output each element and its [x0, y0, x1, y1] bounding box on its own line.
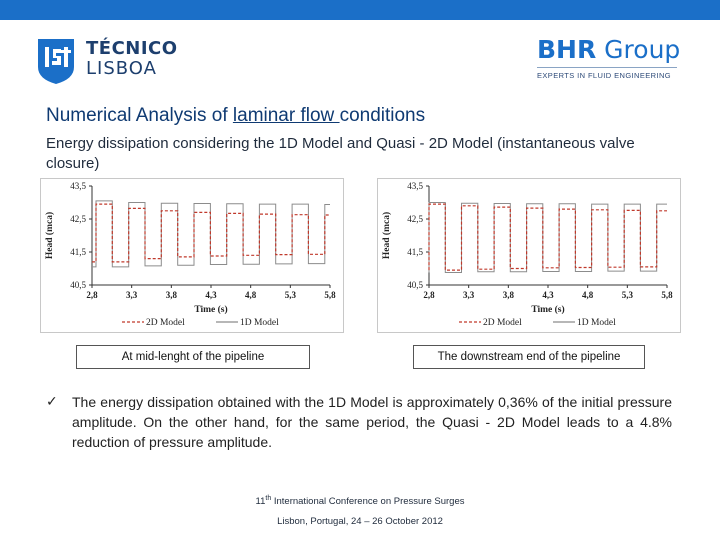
title-prefix: Numerical Analysis of — [46, 105, 233, 126]
logo-line-1: TÉCNICO — [86, 38, 178, 59]
bhr-logo-tagline: EXPERTS IN FLUID ENGINEERING — [537, 71, 672, 80]
checkmark-icon: ✓ — [46, 394, 58, 410]
bhr-group-logo: BHR Group EXPERTS IN FLUID ENGINEERING — [537, 36, 682, 84]
x-tick-label: 4,8 — [582, 290, 594, 300]
slide-title: Numerical Analysis of laminar flow condi… — [46, 105, 425, 127]
tecnico-lisboa-logo: TÉCNICO LISBOA — [36, 37, 178, 87]
y-tick-label: 40,5 — [407, 280, 423, 290]
x-tick-label: 2,8 — [86, 290, 98, 300]
bullet-point: ✓ The energy dissipation obtained with t… — [46, 392, 672, 452]
legend-label: 1D Model — [577, 318, 616, 328]
x-tick-label: 4,8 — [245, 290, 257, 300]
x-axis-label: Time (s) — [531, 304, 564, 315]
series-line-2d-model — [428, 203, 667, 271]
chart-svg: 40,5 41,5 42,5 43,5 2,8 3,3 3,8 4,3 4,8 5,3 5,8 Tim… — [377, 178, 681, 333]
x-tick-label: 3,3 — [126, 290, 138, 300]
footer-ordinal-suffix: th — [265, 495, 272, 502]
y-tick-label: 43,5 — [407, 181, 423, 191]
x-axis-label: Time (s) — [194, 304, 227, 315]
footer-conference-name: International Conference on Pressure Sur… — [271, 496, 465, 508]
caption-downstream-end: The downstream end of the pipeline — [413, 345, 645, 369]
x-tick-label: 5,8 — [661, 290, 673, 300]
footer-place-date: Lisbon, Portugal, 24 – 26 October 2012 — [277, 516, 443, 527]
bhr-logo-bold: BHR — [537, 35, 597, 64]
ist-emblem-icon — [38, 39, 74, 84]
y-tick-label: 43,5 — [70, 181, 86, 191]
title-underlined: laminar flow — [232, 105, 340, 126]
chart-downstream-end: 40,5 41,5 42,5 43,5 2,8 3,3 3,8 4,3 4,8 5,3 5,8 Tim… — [377, 178, 681, 333]
y-tick-label: 42,5 — [407, 214, 423, 224]
y-axis-label: Head (mca) — [44, 212, 55, 259]
x-tick-label: 3,3 — [463, 290, 475, 300]
bhr-logo-rest: Group — [596, 35, 681, 64]
x-tick-label: 5,8 — [324, 290, 336, 300]
y-tick-label: 41,5 — [407, 247, 423, 257]
legend-label: 1D Model — [240, 318, 279, 328]
x-tick-label: 3,8 — [166, 290, 178, 300]
y-tick-label: 42,5 — [70, 214, 86, 224]
x-tick-label: 3,8 — [503, 290, 515, 300]
chart-mid-length: 40,5 41,5 42,5 43,5 2,8 3,3 3,8 4,3 4,8 5,3 5,8 Tim… — [40, 178, 344, 333]
footer-conference: 11th International Conference on Pressur… — [0, 495, 720, 507]
x-tick-label: 4,3 — [205, 290, 217, 300]
x-tick-label: 4,3 — [542, 290, 554, 300]
footer-ordinal: 11 — [255, 496, 266, 508]
legend-label: 2D Model — [483, 318, 522, 328]
slide-subtitle: Energy dissipation considering the 1D Mo… — [46, 135, 635, 172]
bullet-text: The energy dissipation obtained with the… — [72, 394, 672, 450]
logo-line-2: LISBOA — [86, 58, 157, 79]
y-tick-label: 40,5 — [70, 280, 86, 290]
x-tick-label: 5,3 — [622, 290, 634, 300]
series-line-2d-model — [92, 203, 330, 263]
bhr-logo-name: BHR Group — [537, 36, 682, 64]
chart-svg: 40,5 41,5 42,5 43,5 2,8 3,3 3,8 4,3 4,8 5,3 5,8 Tim… — [40, 178, 344, 333]
x-tick-label: 5,3 — [285, 290, 297, 300]
y-tick-label: 41,5 — [70, 247, 86, 257]
x-tick-label: 2,8 — [423, 290, 435, 300]
top-color-bar — [0, 0, 720, 20]
series-line-1d-model — [92, 200, 330, 268]
y-axis-label: Head (mca) — [381, 212, 392, 259]
caption-mid-length: At mid-lenght of the pipeline — [76, 345, 310, 369]
bhr-logo-divider — [537, 67, 677, 68]
legend-label: 2D Model — [146, 318, 185, 328]
title-suffix: conditions — [339, 105, 426, 126]
